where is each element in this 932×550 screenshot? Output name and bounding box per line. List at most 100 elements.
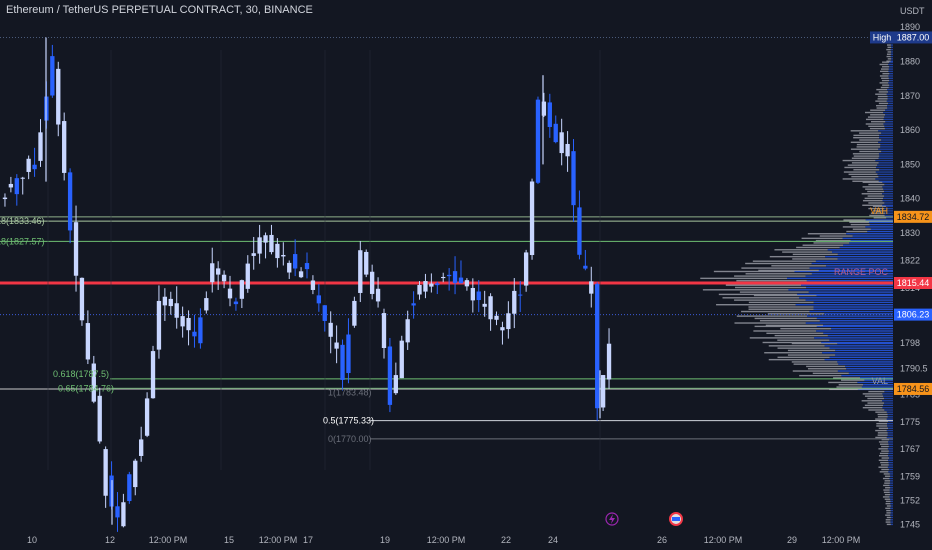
candle-body [67, 172, 73, 231]
profile-bar-grey [842, 178, 876, 180]
profile-bar-blue [889, 489, 893, 491]
profile-bar-blue [885, 205, 893, 207]
profile-bar-blue [887, 105, 893, 107]
profile-bar-blue [831, 327, 893, 330]
profile-bar-blue [788, 289, 893, 291]
candle-body [216, 268, 221, 275]
profile-bar-grey [725, 284, 802, 286]
price-tags: High 1887.00 1834.72 1815.44 1806.23 1784.56 [870, 31, 932, 395]
profile-bar-blue [878, 162, 893, 164]
profile-bar-grey [887, 58, 892, 60]
profile-bar-grey [885, 502, 891, 505]
candle-body [245, 263, 250, 289]
profile-bar-blue [805, 299, 893, 301]
profile-bar-blue [889, 66, 893, 68]
candle-body [512, 290, 517, 314]
candle-body [393, 375, 398, 394]
profile-bar-grey [718, 293, 798, 296]
profile-bar-blue [883, 197, 893, 200]
profile-bar-blue [827, 334, 893, 337]
profile-bar-blue [878, 175, 893, 178]
profile-bar-blue [888, 77, 893, 79]
profile-bar-blue [891, 51, 893, 53]
profile-bar-grey [884, 482, 890, 484]
candle-body [452, 271, 458, 283]
candle-body [2, 197, 8, 200]
profile-bar-blue [868, 221, 893, 224]
profile-bar-blue [827, 249, 893, 251]
candle-body [328, 322, 333, 337]
profile-bar-grey [853, 134, 880, 137]
profile-bar-grey [864, 404, 884, 407]
fib-label: 0.5(1775.33) [323, 416, 374, 426]
profile-bar-blue [875, 171, 893, 173]
profile-bar-blue [888, 459, 893, 462]
profile-bar-blue [821, 341, 893, 344]
profile-bar-blue [824, 313, 893, 315]
profile-bar-blue [883, 118, 893, 121]
profile-bar-grey [735, 286, 807, 289]
profile-bar-blue [808, 291, 893, 293]
price-axis[interactable]: USDT189018801870186018501840183018221814… [893, 0, 932, 550]
profile-bar-grey [886, 60, 891, 62]
level-lines [0, 36, 893, 470]
lightning-icon [605, 512, 619, 526]
candle-body [50, 56, 55, 96]
candle-body [399, 340, 404, 379]
profile-bar-grey [856, 143, 881, 146]
candle-body [73, 222, 79, 276]
profile-bar-grey [796, 246, 840, 249]
profile-bar-grey [806, 365, 846, 368]
profile-bar-blue [879, 134, 893, 137]
profile-bar-grey [877, 413, 888, 416]
profile-bar-blue [884, 202, 893, 204]
candle-body [405, 319, 410, 343]
profile-bar-grey [885, 519, 891, 521]
candle-body [577, 207, 582, 255]
profile-bar-blue [880, 143, 893, 146]
profile-bar-grey [812, 372, 849, 375]
fib-label: 0.65(1784.76) [58, 383, 114, 393]
profile-bar-blue [860, 377, 893, 379]
profile-bar-blue [888, 91, 893, 93]
profile-bar-blue [887, 413, 893, 416]
profile-bar-blue [882, 181, 893, 183]
profile-bar-grey [870, 212, 886, 214]
profile-bar-blue [887, 416, 893, 418]
candle-body [115, 506, 120, 518]
time-tick: 12:00 PM [427, 535, 466, 545]
profile-bar-blue [829, 347, 893, 349]
profile-bar-blue [888, 445, 893, 448]
price-tick: 1850 [900, 159, 920, 169]
profile-bar-blue [878, 153, 893, 155]
profile-bar-grey [792, 370, 838, 372]
profile-bar-blue [881, 139, 893, 141]
profile-bar-grey [748, 308, 814, 310]
profile-bar-blue [882, 406, 893, 409]
profile-bar-grey [881, 445, 889, 448]
price-tag-bg [894, 308, 932, 321]
profile-bar-grey [792, 253, 838, 256]
profile-bar-blue [883, 190, 893, 193]
profile-bar-grey [885, 507, 891, 509]
profile-bar-grey [865, 111, 884, 114]
profile-bar-blue [879, 136, 893, 139]
profile-bar-blue [889, 484, 893, 487]
profile-bar-blue [884, 207, 893, 210]
profile-bar-grey [873, 217, 887, 219]
profile-bar-blue [877, 164, 893, 166]
profile-bar-blue [888, 86, 893, 89]
level-labels: 18(1833.46) 18(1827.57) 0.618(1787.5) 0.65(… [0, 206, 888, 444]
profile-bar-blue [888, 438, 893, 441]
price-tick: 1798 [900, 338, 920, 348]
profile-bar-grey [764, 352, 823, 354]
time-axis[interactable]: 10 12 12:00 PM 15 12:00 PM 17 19 12:00 PM 22 24 26… [27, 512, 860, 545]
profile-bar-blue [879, 169, 893, 171]
profile-bar-grey [875, 418, 887, 420]
profile-bar-blue [889, 84, 893, 86]
profile-bar-grey [869, 127, 885, 130]
profile-bar-grey [861, 400, 883, 402]
profile-bar-grey [799, 374, 842, 377]
profile-bar-blue [888, 455, 893, 457]
